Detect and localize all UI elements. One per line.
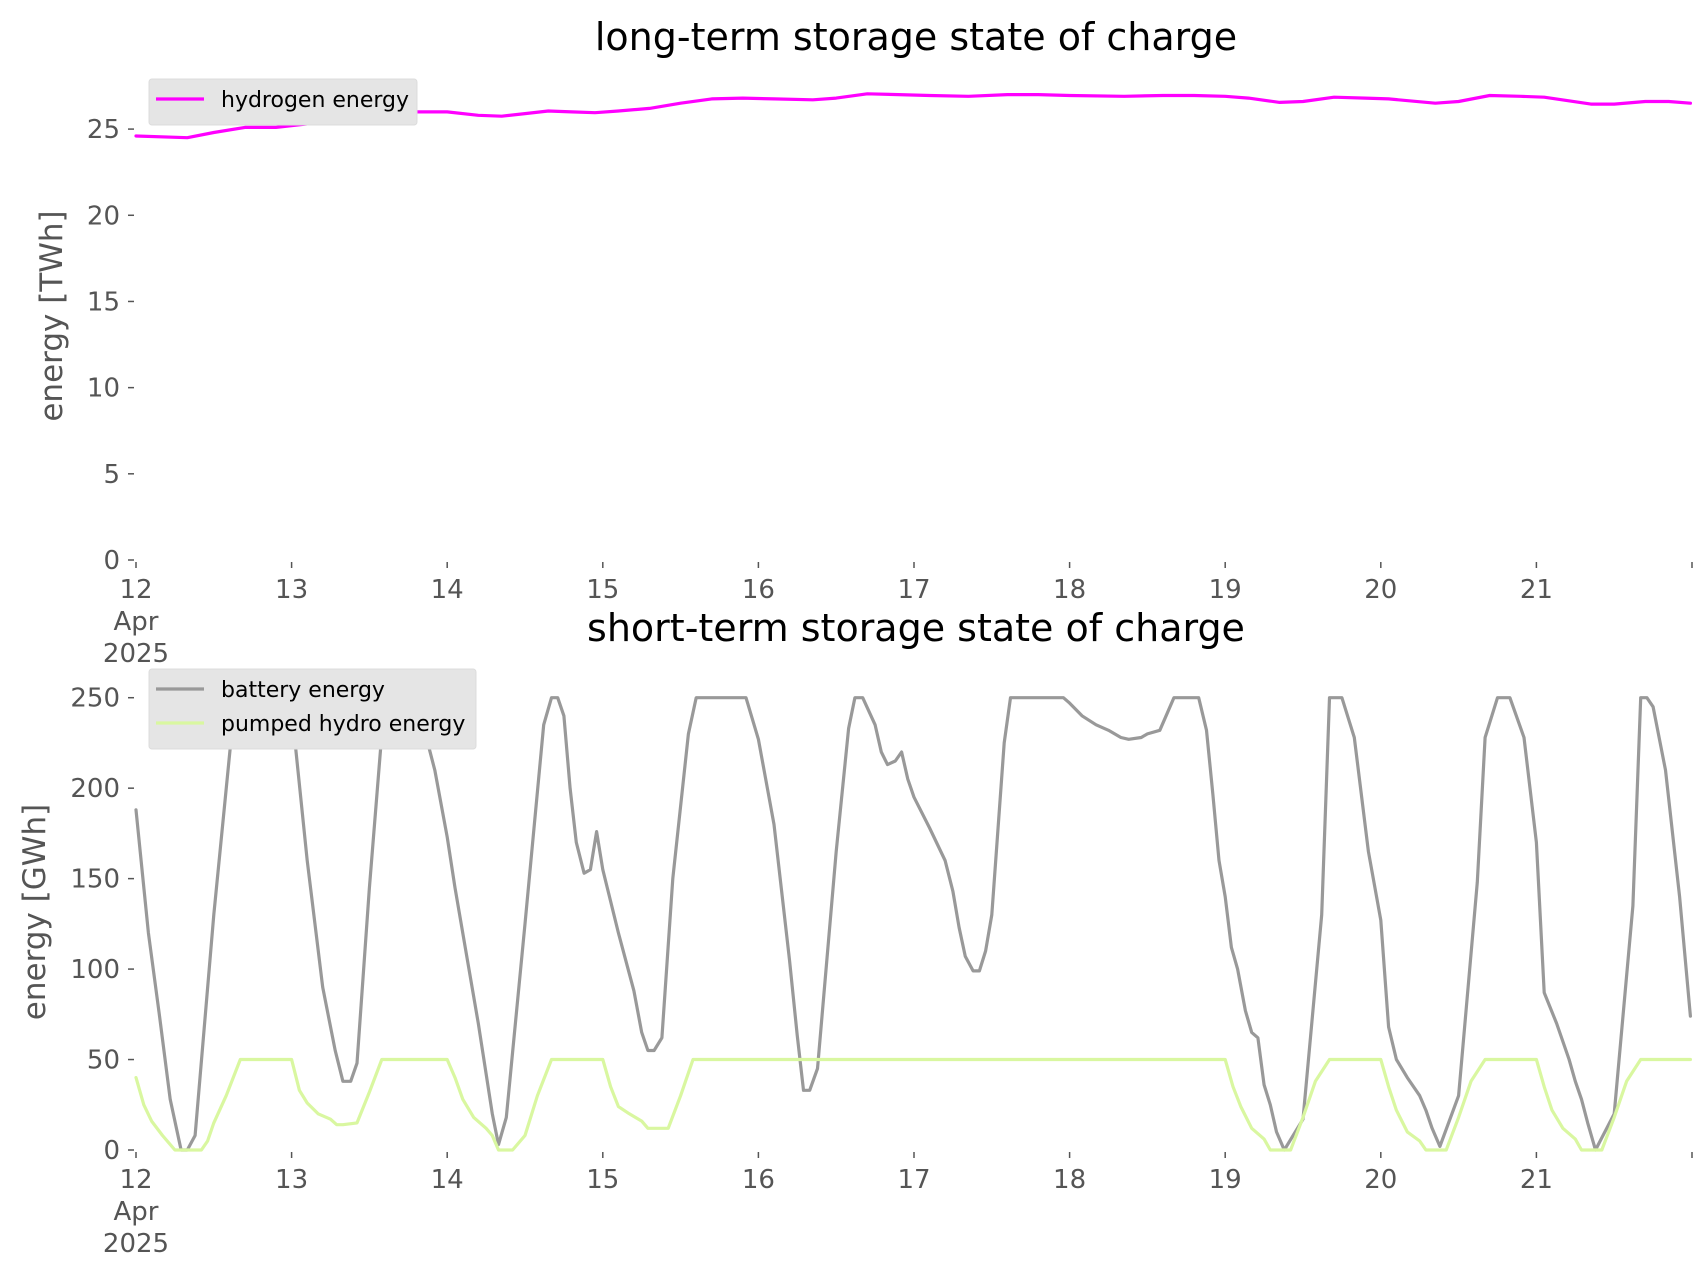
series-line-pumped-hydro-energy: [134, 1057, 1693, 1152]
y-tick-label: 10: [87, 374, 120, 404]
x-tick-label: 15: [586, 575, 619, 605]
y-tick-label: 200: [70, 774, 120, 804]
y-tick-label: 150: [70, 865, 120, 895]
x-tick-label: 19: [1209, 1165, 1242, 1195]
x-tick-label: 16: [742, 1165, 775, 1195]
x-tick-label: 14: [431, 1165, 464, 1195]
x-tick-label: 17: [897, 575, 930, 605]
y-tick-label: 50: [87, 1046, 120, 1076]
x-tick-label: 18: [1053, 1165, 1086, 1195]
y-tick-label: 15: [87, 287, 120, 317]
y-axis-label-long-term: energy [TWh]: [34, 210, 70, 421]
x-tick-label: Apr: [114, 607, 159, 637]
short-term-storage-panel: short-term storage state of charge energ…: [17, 606, 1693, 1259]
chart-title-short-term: short-term storage state of charge: [587, 606, 1245, 650]
x-tick-label: 20: [1364, 1165, 1397, 1195]
legend-1: battery energy pumped hydro energy: [148, 668, 477, 750]
series-line-hydrogen-energy: [134, 92, 1693, 140]
y-tick-label: 5: [103, 460, 120, 490]
y-tick-label: 20: [87, 201, 120, 231]
x-tick-label: 13: [275, 575, 308, 605]
x-tick-label: 16: [742, 575, 775, 605]
y-tick-label: 0: [103, 546, 120, 576]
legend-0: hydrogen energy: [148, 78, 418, 126]
x-tick-label: 20: [1364, 575, 1397, 605]
x-tick-label: 12: [119, 575, 152, 605]
y-tick-label: 25: [87, 115, 120, 145]
y-tick-label: 0: [103, 1136, 120, 1166]
series-line-battery-energy: [134, 696, 1693, 1152]
x-tick-label: 19: [1209, 575, 1242, 605]
y-tick-label: 100: [70, 955, 120, 985]
x-tick-label: Apr: [114, 1197, 159, 1227]
legend-label-hydrogen-energy: hydrogen energy: [221, 88, 409, 113]
x-tick-label: 17: [897, 1165, 930, 1195]
x-tick-label: 15: [586, 1165, 619, 1195]
legend-box: [148, 668, 477, 750]
legend-label-pumped-hydro-energy: pumped hydro energy: [221, 712, 465, 737]
x-tick-label: 14: [431, 575, 464, 605]
x-tick-label: 21: [1520, 1165, 1553, 1195]
long-term-storage-panel: long-term storage state of charge energy…: [34, 15, 1693, 669]
y-tick-label: 250: [70, 684, 120, 714]
chart-title-long-term: long-term storage state of charge: [595, 15, 1237, 59]
x-tick-label: 12: [119, 1165, 152, 1195]
x-tick-label: 21: [1520, 575, 1553, 605]
x-tick-label: 18: [1053, 575, 1086, 605]
x-tick-label: 13: [275, 1165, 308, 1195]
x-tick-label: 2025: [103, 639, 169, 669]
y-axis-label-short-term: energy [GWh]: [17, 804, 53, 1020]
x-tick-label: 2025: [103, 1229, 169, 1259]
legend-box: [148, 78, 418, 126]
legend-label-battery-energy: battery energy: [221, 678, 385, 703]
